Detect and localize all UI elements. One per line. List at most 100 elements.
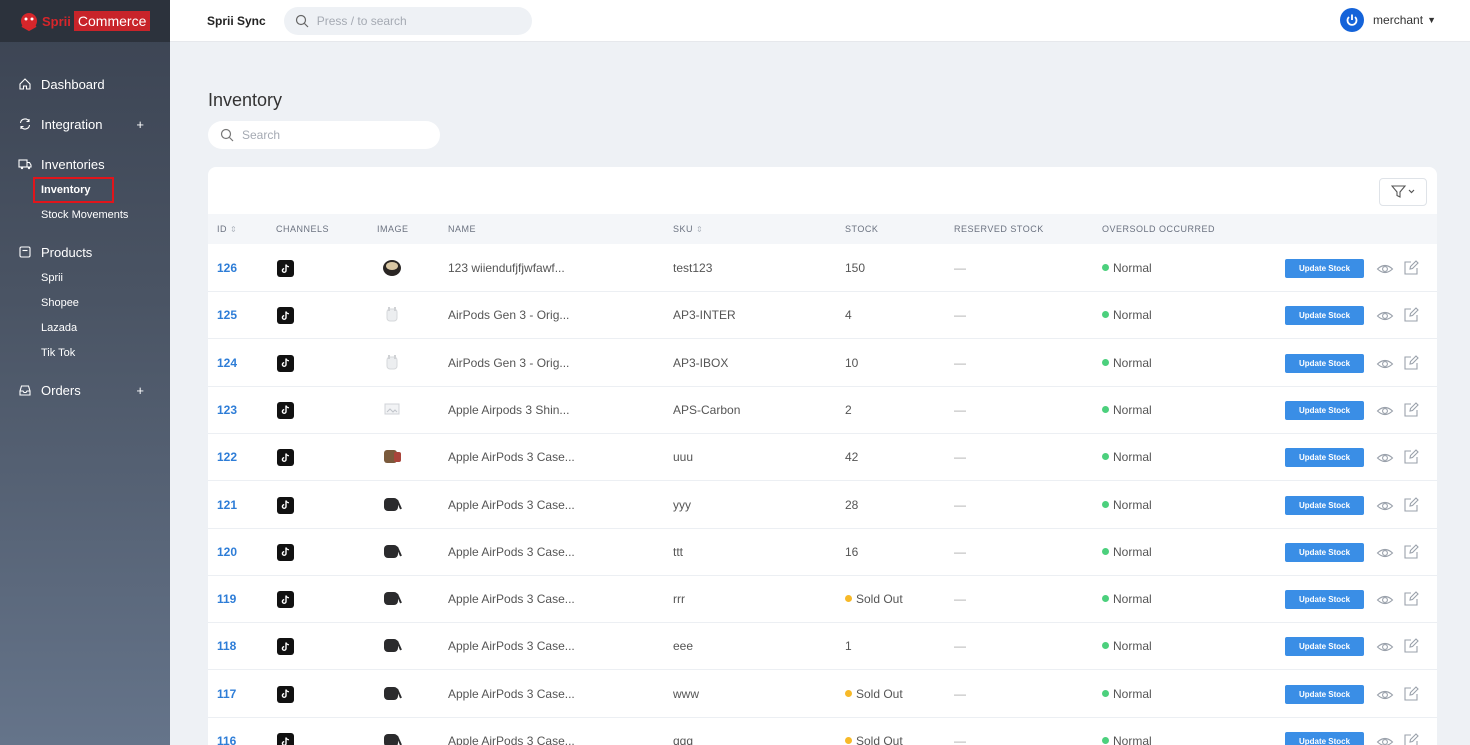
edit-icon[interactable] bbox=[1402, 496, 1420, 514]
view-icon[interactable] bbox=[1376, 402, 1394, 420]
sidebar-item-inventory[interactable]: Inventory bbox=[0, 176, 170, 203]
view-icon[interactable] bbox=[1376, 497, 1394, 515]
edit-icon[interactable] bbox=[1402, 685, 1420, 703]
view-icon[interactable] bbox=[1376, 686, 1394, 704]
edit-icon[interactable] bbox=[1402, 306, 1420, 324]
view-icon[interactable] bbox=[1376, 260, 1394, 278]
table-row[interactable]: 121 Apple AirPods 3 Case... yyy 28 — Normal Up… bbox=[208, 482, 1437, 529]
item-sku: AP3-INTER bbox=[673, 308, 736, 323]
sidebar-item-lazada[interactable]: Lazada bbox=[41, 321, 78, 334]
update-stock-button[interactable]: Update Stock bbox=[1285, 637, 1364, 657]
item-name: Apple AirPods 3 Case... bbox=[448, 734, 575, 745]
edit-icon[interactable] bbox=[1402, 259, 1420, 277]
item-id-link[interactable]: 120 bbox=[217, 544, 238, 559]
update-stock-button[interactable]: Update Stock bbox=[1285, 732, 1364, 745]
item-reserved-stock: — bbox=[954, 734, 966, 745]
update-stock-button[interactable]: Update Stock bbox=[1285, 353, 1364, 373]
edit-icon[interactable] bbox=[1402, 354, 1420, 372]
sidebar-item-label: Dashboard bbox=[41, 76, 105, 92]
table-row[interactable]: 118 Apple AirPods 3 Case... eee 1 — Normal Upd… bbox=[208, 623, 1437, 671]
sidebar-item-stock-movements[interactable]: Stock Movements bbox=[41, 208, 129, 221]
item-id-link[interactable]: 123 bbox=[217, 402, 238, 417]
sidebar-item-products[interactable]: Products bbox=[0, 232, 170, 272]
column-header-id[interactable]: ID ⇕ bbox=[217, 224, 238, 234]
view-icon[interactable] bbox=[1376, 544, 1394, 562]
item-id-link[interactable]: 119 bbox=[217, 592, 237, 607]
update-stock-button[interactable]: Update Stock bbox=[1285, 448, 1364, 468]
table-row[interactable]: 126 123 wiiendufjfjwfawf... test123 150 — Nor… bbox=[208, 245, 1437, 292]
brand-logo[interactable]: Sprii Commerce bbox=[0, 0, 170, 42]
column-header-sku[interactable]: SKU ⇕ bbox=[673, 224, 704, 234]
edit-icon[interactable] bbox=[1402, 401, 1420, 419]
expand-icon[interactable]: + bbox=[136, 382, 144, 398]
user-menu[interactable]: merchant ▼ bbox=[1340, 8, 1436, 32]
global-search-input[interactable] bbox=[316, 13, 507, 28]
table-row[interactable]: 122 Apple AirPods 3 Case... uuu 42 — Normal Up… bbox=[208, 434, 1437, 482]
view-icon[interactable] bbox=[1376, 638, 1394, 656]
sidebar-item-integration[interactable]: Integration + bbox=[0, 104, 170, 144]
status-dot bbox=[845, 737, 852, 744]
item-oversold-status: Normal bbox=[1102, 639, 1152, 653]
item-id-link[interactable]: 117 bbox=[217, 686, 237, 701]
table-row[interactable]: 117 Apple AirPods 3 Case... www Sold Out — No… bbox=[208, 671, 1437, 718]
item-id-link[interactable]: 121 bbox=[217, 497, 238, 512]
filter-button[interactable] bbox=[1379, 178, 1427, 206]
product-image bbox=[381, 445, 403, 467]
sidebar-item-tiktok[interactable]: Tik Tok bbox=[41, 346, 76, 359]
page-title: Inventory bbox=[208, 90, 283, 110]
sidebar-item-shopee[interactable]: Shopee bbox=[41, 296, 79, 309]
table-row[interactable]: 120 Apple AirPods 3 Case... ttt 16 — Normal Up… bbox=[208, 529, 1437, 576]
table-row[interactable]: 124 AirPods Gen 3 - Orig... AP3-IBOX 10 — Nor… bbox=[208, 340, 1437, 387]
inventory-search-input[interactable] bbox=[242, 128, 432, 142]
edit-icon[interactable] bbox=[1402, 448, 1420, 466]
item-reserved-stock: — bbox=[954, 355, 966, 370]
inventory-search[interactable] bbox=[208, 121, 440, 149]
sidebar-item-dashboard[interactable]: Dashboard bbox=[0, 64, 170, 104]
status-dot bbox=[1102, 642, 1109, 650]
item-sku: rrr bbox=[673, 592, 685, 607]
item-reserved-stock: — bbox=[954, 686, 966, 701]
edit-icon[interactable] bbox=[1402, 637, 1420, 655]
update-stock-button[interactable]: Update Stock bbox=[1285, 542, 1364, 562]
app-name: Sprii Sync bbox=[207, 13, 266, 28]
item-id-link[interactable]: 118 bbox=[217, 639, 237, 654]
view-icon[interactable] bbox=[1376, 591, 1394, 609]
item-id-link[interactable]: 122 bbox=[217, 450, 238, 465]
table-row[interactable]: 119 Apple AirPods 3 Case... rrr Sold Out — No… bbox=[208, 576, 1437, 624]
view-icon[interactable] bbox=[1376, 307, 1394, 325]
update-stock-button[interactable]: Update Stock bbox=[1285, 400, 1364, 420]
sidebar-item-sprii[interactable]: Sprii bbox=[41, 271, 64, 284]
table-row[interactable]: 125 AirPods Gen 3 - Orig... AP3-INTER 4 — Nor… bbox=[208, 292, 1437, 340]
table-row[interactable]: 123 Apple Airpods 3 Shin... APS-Carbon 2 — No… bbox=[208, 387, 1437, 434]
edit-icon[interactable] bbox=[1402, 543, 1420, 561]
tiktok-icon bbox=[277, 496, 294, 514]
view-icon[interactable] bbox=[1376, 355, 1394, 373]
sidebar-item-orders[interactable]: Orders + bbox=[0, 370, 170, 410]
edit-icon[interactable] bbox=[1402, 590, 1420, 608]
update-stock-button[interactable]: Update Stock bbox=[1285, 259, 1364, 278]
status-dot bbox=[1102, 358, 1109, 366]
item-id-link[interactable]: 125 bbox=[217, 308, 238, 323]
status-dot bbox=[1102, 453, 1109, 461]
update-stock-button[interactable]: Update Stock bbox=[1285, 684, 1364, 704]
item-id-link[interactable]: 116 bbox=[217, 734, 237, 745]
item-id-link[interactable]: 124 bbox=[217, 355, 238, 370]
update-stock-button[interactable]: Update Stock bbox=[1285, 590, 1364, 610]
update-stock-button[interactable]: Update Stock bbox=[1285, 495, 1364, 515]
column-header-channels: CHANNELS bbox=[276, 224, 330, 234]
global-search[interactable] bbox=[283, 6, 532, 35]
view-icon[interactable] bbox=[1376, 733, 1394, 745]
item-id-link[interactable]: 126 bbox=[217, 261, 238, 275]
table-row[interactable]: 116 Apple AirPods 3 Case... qqq Sold Out — No… bbox=[208, 718, 1437, 745]
truck-icon bbox=[18, 157, 32, 171]
item-oversold-status: Normal bbox=[1102, 403, 1152, 417]
column-header-image: IMAGE bbox=[377, 224, 409, 234]
view-icon[interactable] bbox=[1376, 449, 1394, 467]
update-stock-button[interactable]: Update Stock bbox=[1285, 306, 1364, 326]
sidebar-item-inventories[interactable]: Inventories bbox=[0, 144, 170, 184]
expand-icon[interactable]: + bbox=[136, 116, 144, 132]
status-dot bbox=[1102, 595, 1109, 603]
search-icon bbox=[220, 128, 234, 142]
edit-icon[interactable] bbox=[1402, 732, 1420, 745]
status-dot bbox=[1102, 311, 1109, 319]
